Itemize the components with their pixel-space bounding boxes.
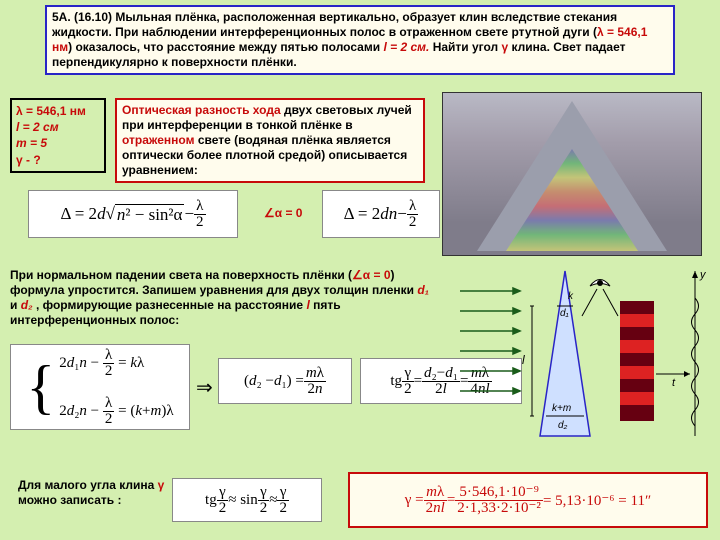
incident-rays: [460, 288, 520, 394]
explanation-box: Оптическая разность хода двух световых л…: [115, 98, 425, 183]
label-y: y: [699, 269, 707, 281]
implies-arrow-1: ⇒: [196, 375, 213, 400]
sa-a: Для малого угла клина: [18, 478, 158, 492]
given-lambda: λ = 546,1 нм: [16, 104, 86, 118]
formula-system: { 2d₁n − λ2 = kλ 2d₂n − λ2 = (k+m)λ: [10, 344, 190, 430]
sa-g: γ: [158, 478, 165, 492]
soap-film-photo: [442, 92, 702, 256]
norm-d1: d₁: [417, 283, 429, 297]
eye-icon: [582, 280, 618, 317]
label-d2: d₂: [558, 420, 568, 431]
alpha-zero-label: ∠α = 0: [264, 206, 302, 220]
given-m: m = 5: [16, 136, 47, 150]
label-k: k: [568, 291, 574, 302]
formula-approx: tgγ2 ≈ sinγ2 ≈ γ2: [172, 478, 322, 522]
explain-pre: Оптическая разность хода: [122, 103, 281, 117]
label-t: t: [672, 377, 676, 389]
formula-delta-full: Δ = 2d√n² − sin²α − λ2: [28, 190, 238, 238]
soap-triangle: [477, 101, 667, 251]
norm-a: При нормальном падении света на поверхно…: [10, 268, 352, 282]
l-given: l = 2 см.: [383, 40, 429, 54]
label-l: l: [522, 353, 525, 367]
formula-delta-normal: Δ = 2dn − λ2: [322, 190, 440, 238]
norm-and: и: [10, 298, 21, 312]
problem-text-b: ) оказалось, что расстояние между пятью …: [68, 40, 383, 54]
formula-final: γ = mλ2nl = 5·546,1·10⁻⁹2·1,33·2·10⁻² = …: [348, 472, 708, 528]
formula-diff: (d₂ − d₁) = mλ2n: [218, 358, 352, 404]
given-box: λ = 546,1 нм l = 2 см m = 5 γ - ?: [10, 98, 106, 173]
explain-reflected: отраженном: [122, 133, 194, 147]
label-d1: d₁: [560, 308, 569, 319]
given-l: l = 2 см: [16, 120, 59, 134]
fringe-pattern: [620, 301, 654, 421]
sa-b: можно записать :: [18, 493, 122, 507]
problem-statement: 5А. (16.10) Мыльная плёнка, расположенна…: [45, 5, 675, 75]
label-km: k+m: [552, 403, 571, 414]
normal-incidence-text: При нормальном падении света на поверхно…: [10, 268, 430, 328]
problem-text-c: Найти угол: [433, 40, 502, 54]
norm-alpha: ∠α = 0: [352, 268, 390, 282]
small-angle-text: Для малого угла клина γ можно записать :: [18, 478, 168, 508]
wedge-diagram: k d₁ k+m d₂ l y t: [460, 266, 710, 446]
problem-number: 5А. (16.10): [52, 10, 112, 24]
given-ask: γ - ?: [16, 153, 41, 167]
problem-text-a: Мыльная плёнка, расположенная вертикальн…: [52, 10, 617, 39]
norm-d2: d₂: [21, 298, 33, 312]
norm-c: , формирующие разнесенные на расстояние: [33, 298, 307, 312]
